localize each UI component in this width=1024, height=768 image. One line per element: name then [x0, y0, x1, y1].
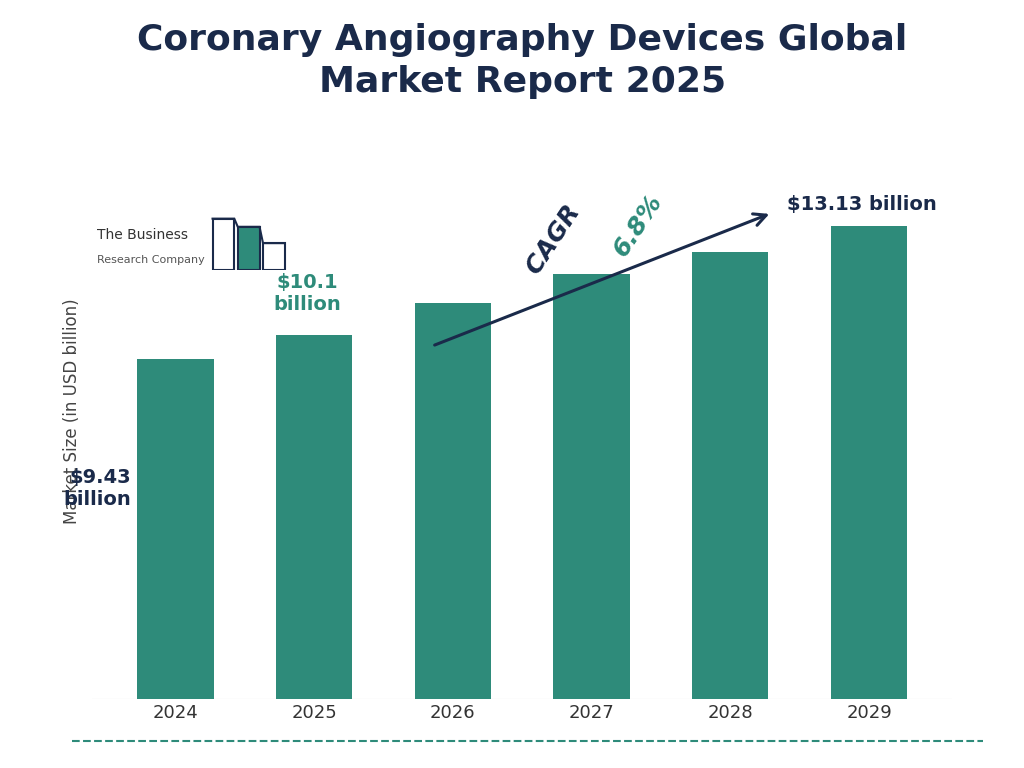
Bar — [692, 253, 768, 699]
Bar — [553, 274, 630, 699]
Bar — [263, 243, 285, 270]
Bar — [213, 219, 234, 270]
Text: Research Company: Research Company — [97, 255, 205, 265]
Bar — [415, 303, 492, 699]
Title: Coronary Angiography Devices Global
Market Report 2025: Coronary Angiography Devices Global Mark… — [137, 23, 907, 99]
Text: $10.1
billion: $10.1 billion — [273, 273, 341, 313]
Bar — [276, 336, 352, 699]
Bar — [238, 227, 259, 270]
Bar — [830, 227, 907, 699]
Bar — [137, 359, 214, 699]
Y-axis label: Market Size (in USD billion): Market Size (in USD billion) — [63, 298, 81, 524]
Text: $9.43
billion: $9.43 billion — [63, 468, 131, 509]
Text: CAGR: CAGR — [522, 194, 590, 279]
Text: The Business: The Business — [97, 228, 188, 242]
Text: $13.13 billion: $13.13 billion — [787, 194, 937, 214]
Text: 6.8%: 6.8% — [608, 190, 667, 261]
